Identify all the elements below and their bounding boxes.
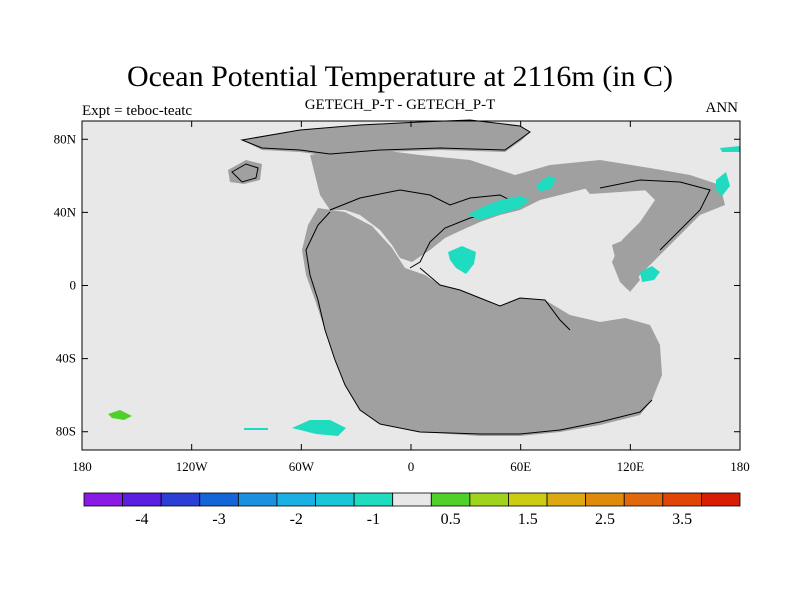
lon-tick-label: 180 bbox=[730, 459, 750, 474]
land-island-3 bbox=[612, 240, 640, 292]
land-masses bbox=[228, 120, 725, 436]
lon-tick-label: 60E bbox=[510, 459, 531, 474]
colorbar-swatch bbox=[585, 492, 625, 507]
colorbar-label: 3.5 bbox=[672, 511, 692, 528]
colorbar-swatch bbox=[160, 492, 201, 507]
anomaly-patch-cool-8 bbox=[244, 428, 268, 430]
anomaly-patch-cool-4 bbox=[640, 266, 660, 282]
lat-tick-label: 80S bbox=[56, 424, 76, 439]
anomaly-patch-cool-1 bbox=[468, 196, 530, 220]
colorbar: -4 -3 -2 -1 0.5 1.5 2.5 3.5 bbox=[83, 492, 741, 528]
lon-tick-label: 180 bbox=[72, 459, 92, 474]
colorbar-label: 1.5 bbox=[518, 511, 538, 528]
anomaly-patch-warm-1 bbox=[108, 410, 132, 420]
colorbar-label: 2.5 bbox=[595, 511, 615, 528]
colorbar-swatch bbox=[83, 492, 123, 507]
anomaly-patch-cool-5 bbox=[716, 172, 730, 196]
model-label: GETECH_P-T - GETECH_P-T bbox=[304, 97, 496, 113]
land-gondwana bbox=[302, 208, 662, 436]
colorbar-swatch bbox=[430, 492, 471, 507]
season-label: ANN bbox=[705, 100, 739, 116]
anomaly-patch-cool-3 bbox=[448, 246, 476, 274]
colorbar-swatch bbox=[508, 492, 548, 507]
colorbar-swatch bbox=[623, 492, 664, 507]
lat-tick-label: 0 bbox=[70, 278, 77, 293]
lon-tick-label: 120W bbox=[176, 459, 209, 474]
colorbar-swatch bbox=[469, 492, 509, 507]
plot-title: Ocean Potential Temperature at 2116m (in… bbox=[126, 60, 674, 93]
anomaly-patches bbox=[108, 146, 740, 436]
lon-tick-label: 120E bbox=[617, 459, 645, 474]
colorbar-label: -4 bbox=[135, 511, 148, 528]
lat-tick-label: 40N bbox=[54, 204, 77, 219]
colorbar-swatch bbox=[276, 492, 316, 507]
anomaly-patch-cool-2 bbox=[536, 176, 556, 192]
colorbar-swatch bbox=[199, 492, 239, 507]
experiment-label: Expt = teboc-teatc bbox=[82, 103, 193, 119]
colorbar-swatch bbox=[237, 492, 278, 507]
colorbar-swatch bbox=[546, 492, 587, 507]
lon-tick-label: 0 bbox=[408, 459, 415, 474]
colorbar-label: -2 bbox=[290, 511, 303, 528]
colorbar-swatch bbox=[662, 492, 702, 507]
lat-tick-label: 40S bbox=[56, 351, 76, 366]
colorbar-swatch bbox=[122, 492, 162, 507]
lat-tick-label: 80N bbox=[54, 131, 77, 146]
colorbar-label: -3 bbox=[212, 511, 225, 528]
anomaly-patch-cool-6 bbox=[720, 146, 740, 152]
colorbar-swatch bbox=[315, 492, 355, 507]
colorbar-swatch bbox=[701, 492, 741, 507]
colorbar-swatch bbox=[353, 492, 394, 507]
colorbar-label: 0.5 bbox=[441, 511, 461, 528]
anomaly-patch-cool-7 bbox=[292, 420, 346, 436]
land-island-2 bbox=[578, 170, 660, 194]
longitude-ticks: 180 120W 60W 0 60E 120E 180 bbox=[72, 121, 750, 474]
colorbar-swatch bbox=[392, 492, 432, 507]
latitude-ticks: 80N 40N 0 40S 80S bbox=[54, 131, 740, 439]
colorbar-label: -1 bbox=[367, 511, 380, 528]
lon-tick-label: 60W bbox=[289, 459, 315, 474]
